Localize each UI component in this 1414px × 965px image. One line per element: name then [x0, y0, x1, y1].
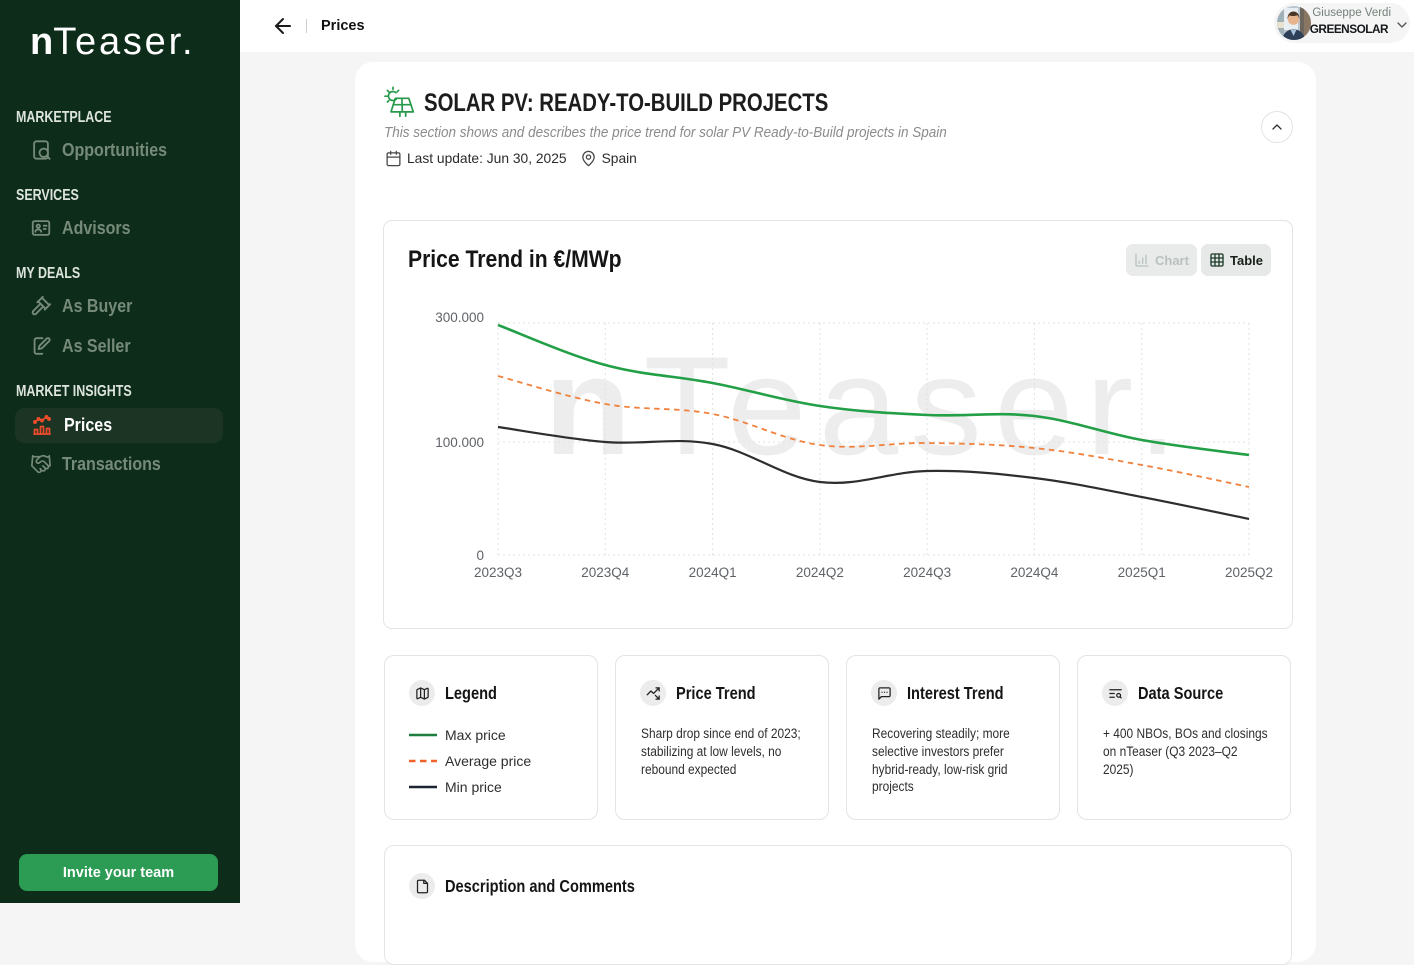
svg-text:2025Q1: 2025Q1 — [1118, 565, 1166, 580]
svg-text:100.000: 100.000 — [435, 435, 484, 450]
svg-text:2024Q1: 2024Q1 — [689, 565, 737, 580]
svg-text:0: 0 — [476, 548, 484, 563]
svg-text:2023Q4: 2023Q4 — [581, 565, 630, 580]
svg-text:2024Q3: 2024Q3 — [903, 565, 951, 580]
svg-text:300.000: 300.000 — [435, 310, 484, 325]
svg-text:2025Q2: 2025Q2 — [1225, 565, 1273, 580]
svg-text:2024Q2: 2024Q2 — [796, 565, 844, 580]
svg-text:2023Q3: 2023Q3 — [474, 565, 522, 580]
svg-text:2024Q4: 2024Q4 — [1010, 565, 1059, 580]
